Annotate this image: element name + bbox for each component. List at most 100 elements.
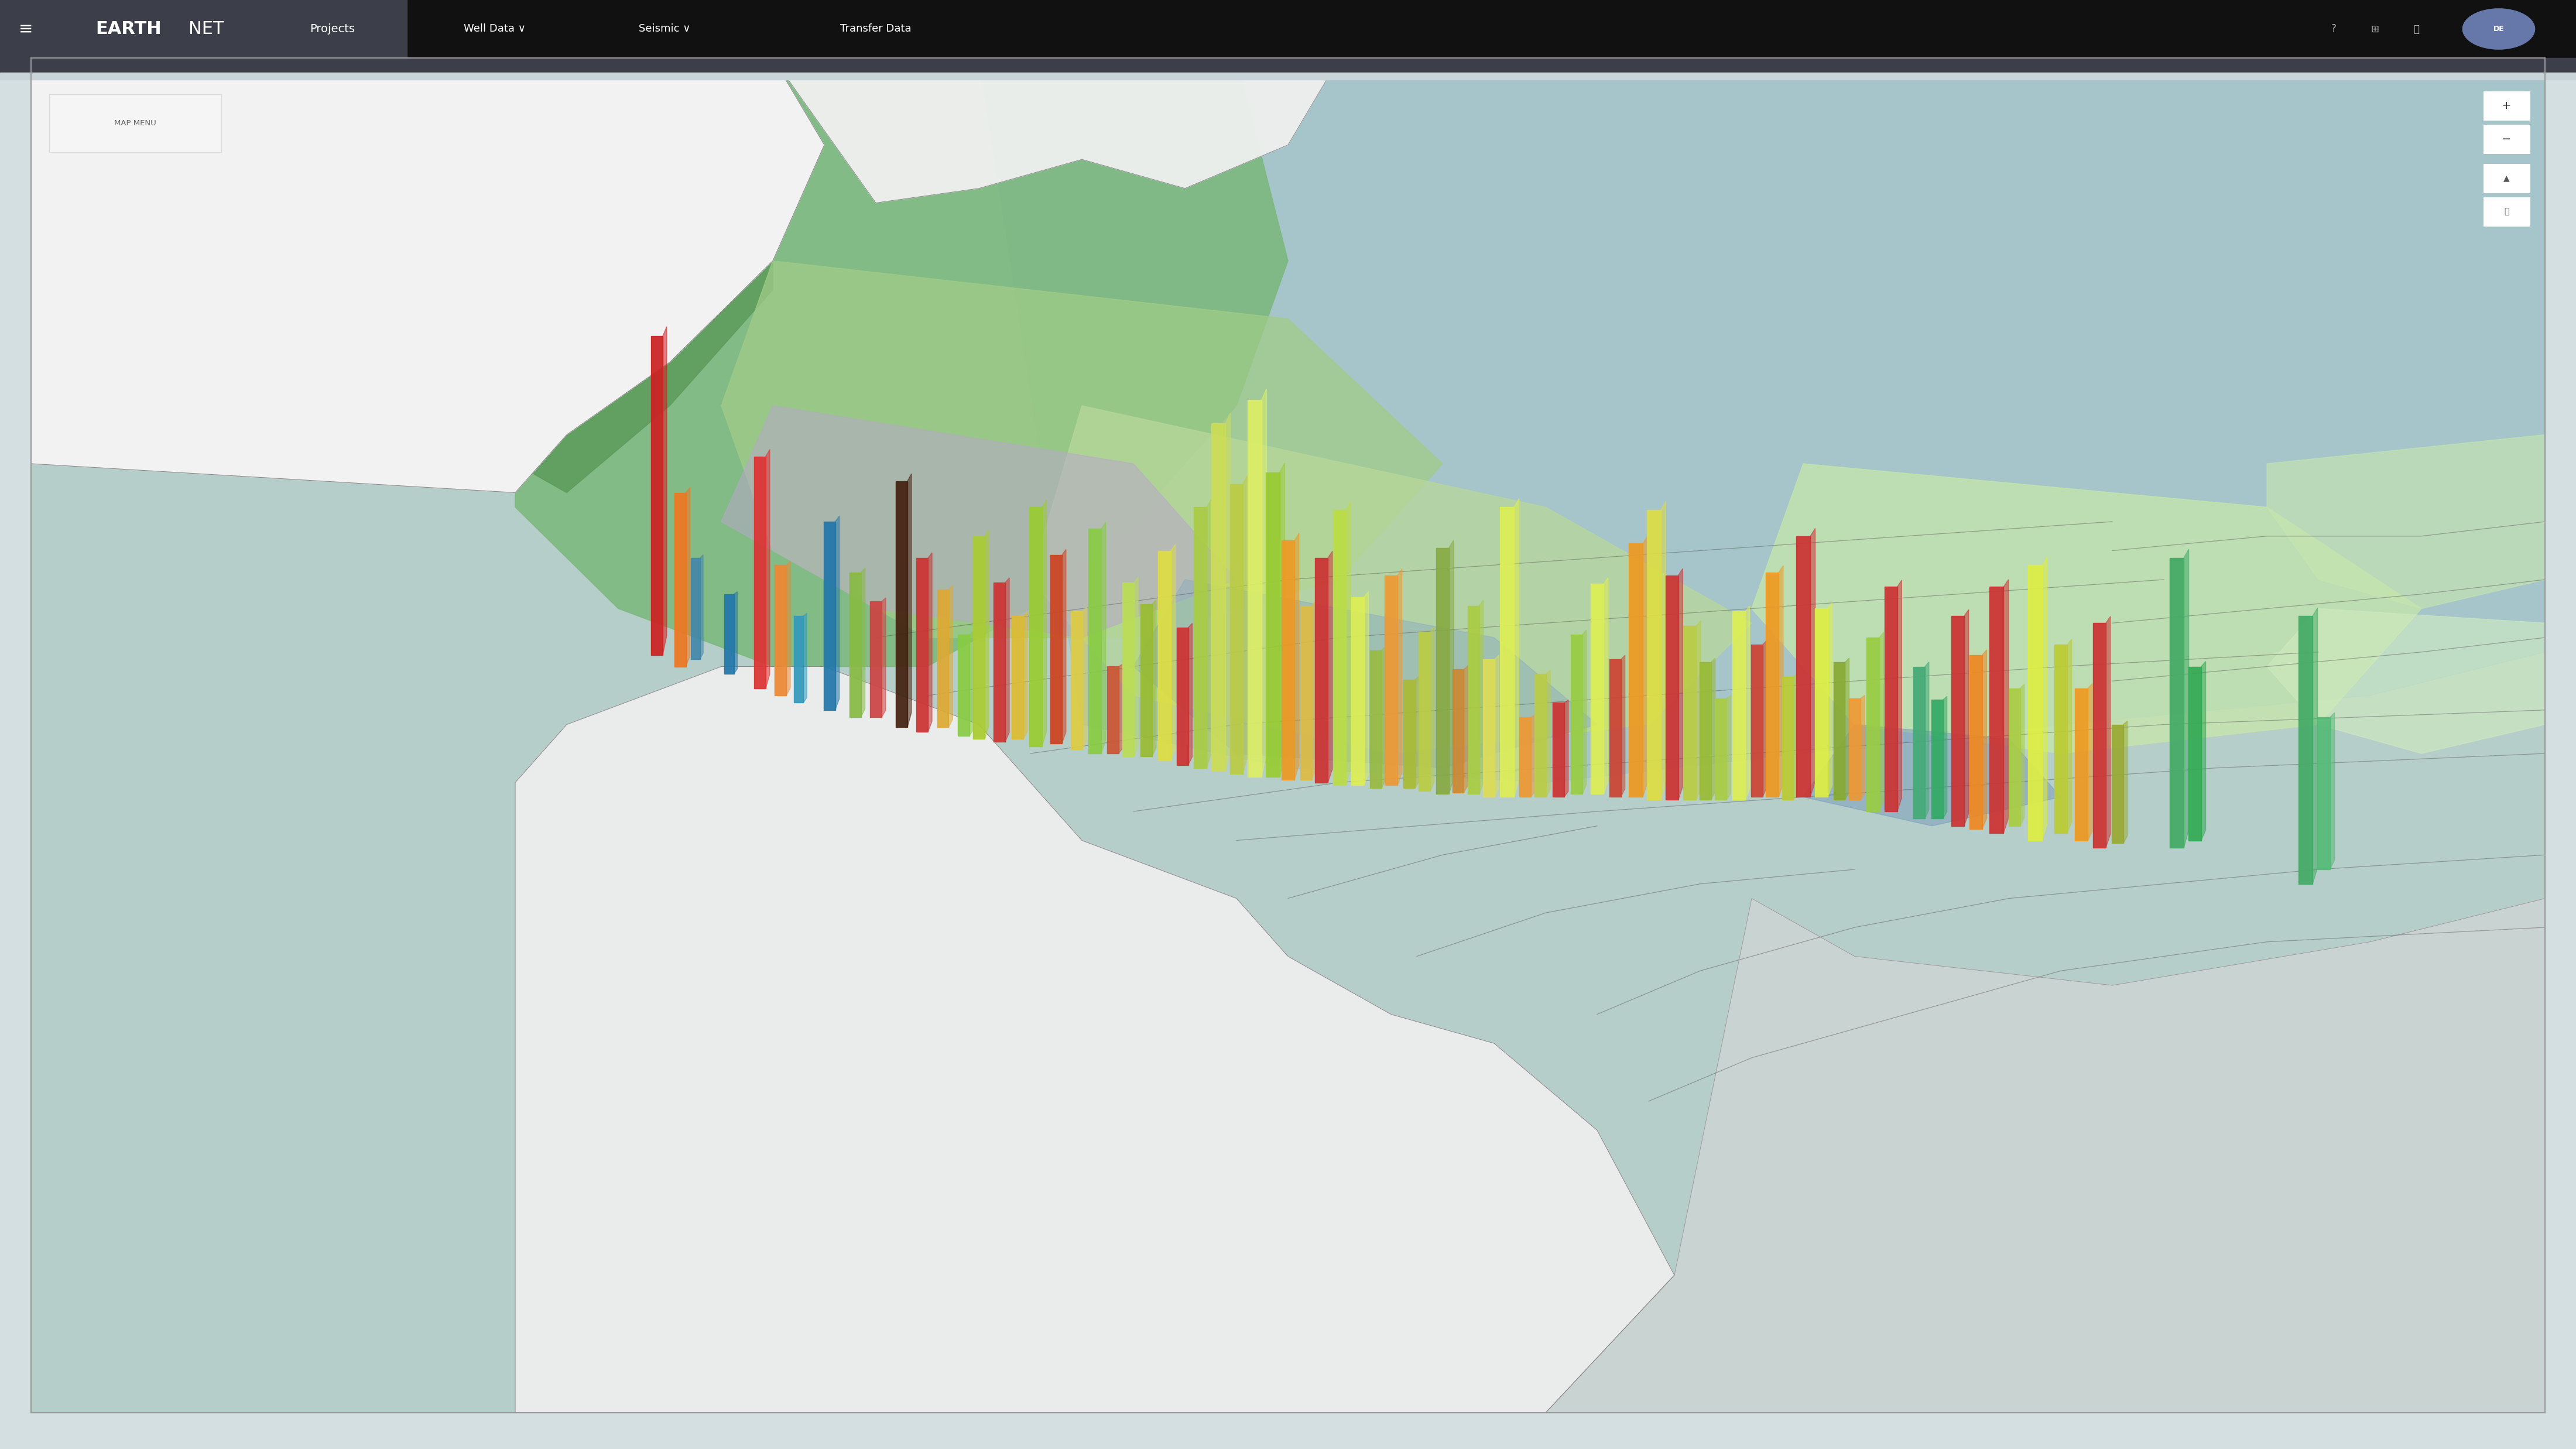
Bar xyxy=(2318,717,2331,869)
Bar xyxy=(1386,575,1399,785)
Bar xyxy=(0,0,258,58)
Text: EARTH: EARTH xyxy=(95,20,162,38)
Polygon shape xyxy=(2066,639,2071,833)
Text: MAP MENU: MAP MENU xyxy=(113,119,157,128)
Polygon shape xyxy=(1188,623,1193,765)
Bar xyxy=(2112,724,2123,843)
Bar xyxy=(958,635,969,736)
Bar xyxy=(2027,565,2043,840)
Bar xyxy=(1535,674,1546,797)
Polygon shape xyxy=(1620,655,1625,797)
Text: Seismic ∨: Seismic ∨ xyxy=(639,23,690,35)
Bar xyxy=(2483,91,2530,120)
Polygon shape xyxy=(1860,696,1865,800)
Text: 🔔: 🔔 xyxy=(2414,23,2419,35)
Polygon shape xyxy=(1826,603,1832,797)
Polygon shape xyxy=(984,530,989,739)
Polygon shape xyxy=(1226,413,1231,771)
Text: +: + xyxy=(2501,100,2512,112)
Polygon shape xyxy=(2267,609,2545,753)
Bar xyxy=(690,558,701,659)
Bar xyxy=(1177,627,1188,765)
Polygon shape xyxy=(773,58,1340,203)
Polygon shape xyxy=(927,552,933,732)
Polygon shape xyxy=(1103,522,1105,753)
Polygon shape xyxy=(685,487,690,667)
Polygon shape xyxy=(1896,580,1901,811)
Bar xyxy=(2169,558,2184,848)
Bar xyxy=(793,616,804,703)
Bar xyxy=(1012,616,1023,739)
Polygon shape xyxy=(1963,610,1968,826)
Text: ▲: ▲ xyxy=(2504,174,2509,183)
Polygon shape xyxy=(1546,898,2545,1413)
Bar xyxy=(1553,703,1564,797)
Bar xyxy=(2009,688,2020,826)
Polygon shape xyxy=(1463,665,1468,793)
Polygon shape xyxy=(881,598,886,717)
Bar xyxy=(1453,669,1463,793)
Polygon shape xyxy=(1803,724,2061,826)
Text: ⤢: ⤢ xyxy=(2504,207,2509,216)
Polygon shape xyxy=(1530,714,1535,797)
Bar xyxy=(1195,507,1206,768)
Bar xyxy=(1141,604,1151,756)
Polygon shape xyxy=(2313,607,2318,884)
Bar xyxy=(2190,667,2200,840)
Bar xyxy=(1667,575,1680,800)
Polygon shape xyxy=(662,326,667,655)
Bar xyxy=(652,336,662,655)
Polygon shape xyxy=(948,585,953,727)
Polygon shape xyxy=(721,406,1236,638)
Bar xyxy=(1989,587,2004,833)
Bar xyxy=(258,0,407,58)
Polygon shape xyxy=(1041,500,1046,746)
Text: Well Data ∨: Well Data ∨ xyxy=(464,23,526,35)
Bar xyxy=(1484,659,1494,797)
Polygon shape xyxy=(1133,580,1597,768)
Bar xyxy=(1767,572,1777,797)
Polygon shape xyxy=(1680,568,1682,800)
Polygon shape xyxy=(1396,569,1401,785)
Bar xyxy=(896,481,907,727)
Bar xyxy=(1850,698,1860,800)
Bar xyxy=(1030,507,1041,746)
Text: NET: NET xyxy=(188,20,224,38)
Polygon shape xyxy=(1602,578,1607,794)
Polygon shape xyxy=(1777,565,1783,797)
Text: −: − xyxy=(2501,133,2512,145)
Bar xyxy=(1316,558,1329,782)
Polygon shape xyxy=(1479,600,1484,794)
Text: Projects: Projects xyxy=(309,23,355,35)
Bar xyxy=(1211,423,1226,771)
Polygon shape xyxy=(907,474,912,727)
Bar xyxy=(1865,638,1880,811)
Polygon shape xyxy=(2087,684,2092,840)
Polygon shape xyxy=(1924,662,1929,819)
Bar xyxy=(2298,616,2313,884)
Polygon shape xyxy=(1082,607,1087,749)
Polygon shape xyxy=(1329,551,1332,782)
Bar xyxy=(1971,655,1984,829)
Polygon shape xyxy=(1280,464,1285,777)
Bar xyxy=(1159,551,1170,761)
Polygon shape xyxy=(515,58,1288,667)
Polygon shape xyxy=(1582,630,1587,794)
Text: ?: ? xyxy=(2331,23,2336,35)
Bar xyxy=(1685,626,1698,800)
Polygon shape xyxy=(2184,549,2190,848)
Bar xyxy=(1953,616,1965,826)
Bar xyxy=(824,522,835,710)
Polygon shape xyxy=(835,516,840,710)
Bar xyxy=(1752,645,1762,797)
Polygon shape xyxy=(1747,606,1749,800)
Circle shape xyxy=(2463,9,2535,49)
Bar xyxy=(1247,400,1262,777)
Polygon shape xyxy=(2200,661,2205,840)
Bar xyxy=(1499,507,1515,797)
Bar xyxy=(2092,623,2107,848)
Bar xyxy=(1716,698,1726,800)
Polygon shape xyxy=(2105,616,2110,848)
Bar xyxy=(850,572,860,717)
Polygon shape xyxy=(1984,649,1986,829)
